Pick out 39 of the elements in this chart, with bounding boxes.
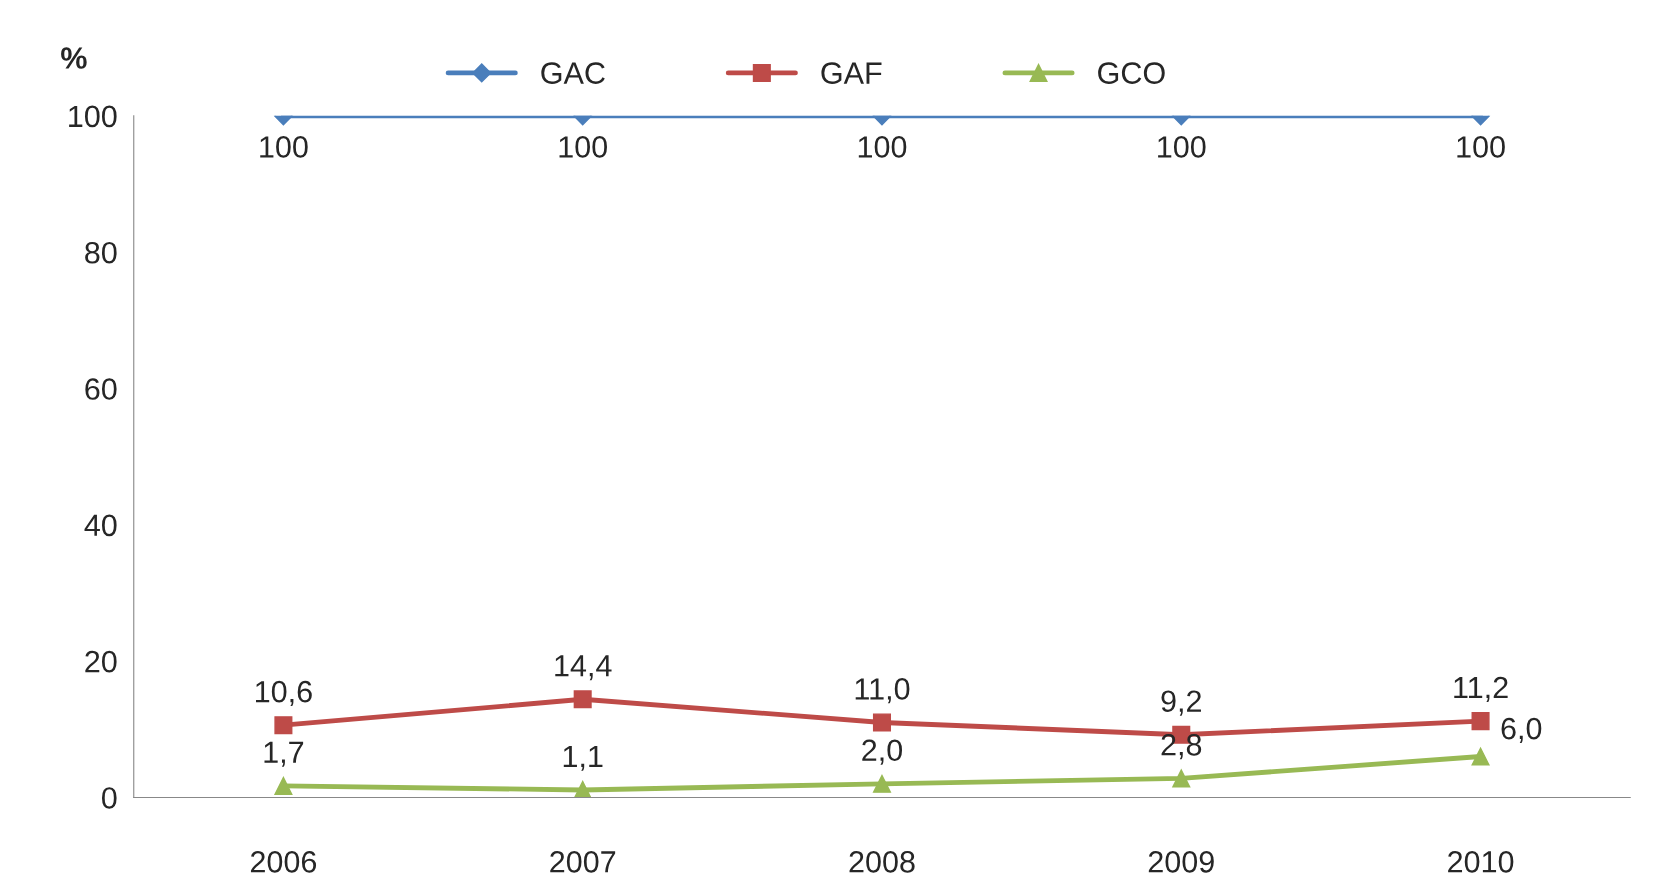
data-label: 1,1 xyxy=(563,745,603,771)
data-label: 11,0 xyxy=(855,678,910,704)
y-tick-label: 80 xyxy=(85,241,117,264)
data-label: 14,4 xyxy=(555,655,612,681)
point xyxy=(274,716,293,735)
point xyxy=(1471,712,1490,731)
data-label: 1,7 xyxy=(264,741,304,767)
data-label: 11,2 xyxy=(1454,676,1508,703)
data-label: 2,0 xyxy=(862,739,903,765)
x-tick-label: 2008 xyxy=(849,851,915,873)
y-tick-label: 100 xyxy=(69,105,117,128)
data-label: 10,6 xyxy=(256,680,312,707)
y-tick-label: 40 xyxy=(84,514,117,537)
data-label: 100 xyxy=(1158,136,1206,158)
legend-label: GCO xyxy=(1098,62,1165,84)
legend-label: GAC xyxy=(541,62,605,84)
x-tick-label: 2007 xyxy=(550,851,616,873)
data-label: 100 xyxy=(559,136,607,158)
x-tick-label: 2010 xyxy=(1448,851,1514,873)
point xyxy=(1172,769,1191,788)
point xyxy=(872,713,892,732)
data-label: 100 xyxy=(260,136,308,158)
data-label: 2,8 xyxy=(1161,734,1202,760)
y-tick-label: 20 xyxy=(85,650,117,673)
point xyxy=(1471,747,1490,766)
y-axis-title: % xyxy=(61,47,87,69)
data-label: 6,0 xyxy=(1501,717,1542,744)
data-label: 100 xyxy=(858,136,907,158)
point xyxy=(573,780,592,798)
x-tick-label: 2006 xyxy=(250,851,317,873)
point xyxy=(274,776,293,795)
point xyxy=(872,774,892,793)
data-label: 9,2 xyxy=(1161,690,1201,716)
x-tick-label: 2009 xyxy=(1148,851,1214,873)
legend-label: GAF xyxy=(821,62,882,84)
point xyxy=(573,690,592,709)
data-label: 100 xyxy=(1457,136,1505,158)
y-tick-label: 0 xyxy=(101,787,117,809)
y-tick-label: 60 xyxy=(85,378,117,400)
